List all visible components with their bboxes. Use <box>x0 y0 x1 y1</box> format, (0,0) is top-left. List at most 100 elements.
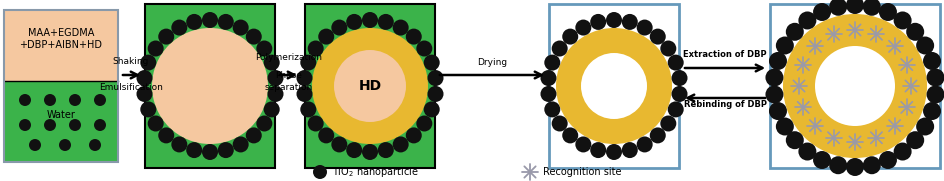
Circle shape <box>346 142 362 158</box>
Circle shape <box>331 136 347 152</box>
Circle shape <box>551 41 567 56</box>
FancyBboxPatch shape <box>305 4 434 168</box>
Circle shape <box>915 37 934 54</box>
Circle shape <box>765 85 783 104</box>
Circle shape <box>905 23 923 41</box>
Circle shape <box>785 131 803 149</box>
Circle shape <box>59 139 71 151</box>
Circle shape <box>318 127 334 143</box>
Circle shape <box>423 55 439 71</box>
Circle shape <box>814 46 894 126</box>
Circle shape <box>416 115 431 131</box>
Circle shape <box>300 101 316 117</box>
Circle shape <box>649 127 666 143</box>
Circle shape <box>296 86 312 102</box>
Circle shape <box>245 127 261 143</box>
Circle shape <box>89 139 101 151</box>
Circle shape <box>202 12 218 28</box>
Circle shape <box>267 86 283 102</box>
Circle shape <box>915 117 934 136</box>
Circle shape <box>581 53 647 119</box>
Circle shape <box>333 50 406 122</box>
Circle shape <box>378 14 394 30</box>
Text: Extraction of DBP: Extraction of DBP <box>683 50 766 60</box>
Circle shape <box>263 101 279 117</box>
FancyBboxPatch shape <box>4 10 118 162</box>
Circle shape <box>544 101 560 117</box>
Circle shape <box>636 136 652 152</box>
Circle shape <box>590 14 605 30</box>
Circle shape <box>845 0 863 14</box>
Circle shape <box>300 55 316 71</box>
Circle shape <box>605 144 621 160</box>
Circle shape <box>267 70 283 86</box>
Circle shape <box>812 3 830 21</box>
Circle shape <box>551 115 567 131</box>
Circle shape <box>667 101 683 117</box>
Text: Polymerization: Polymerization <box>255 54 322 62</box>
Circle shape <box>649 29 666 45</box>
Circle shape <box>575 136 591 152</box>
Circle shape <box>29 139 41 151</box>
Circle shape <box>765 69 783 87</box>
Circle shape <box>362 144 378 160</box>
Circle shape <box>393 136 408 152</box>
Circle shape <box>785 23 803 41</box>
Circle shape <box>621 142 637 158</box>
Circle shape <box>605 12 621 28</box>
Circle shape <box>256 115 272 131</box>
Circle shape <box>828 0 846 16</box>
Circle shape <box>540 86 556 102</box>
Text: TiO$_2$ nanoparticle: TiO$_2$ nanoparticle <box>331 165 418 179</box>
Circle shape <box>660 115 676 131</box>
Circle shape <box>232 20 248 35</box>
Text: Emulsification: Emulsification <box>99 83 162 92</box>
Circle shape <box>232 136 248 152</box>
Circle shape <box>308 115 324 131</box>
Circle shape <box>660 41 676 56</box>
Circle shape <box>562 29 578 45</box>
Circle shape <box>140 55 156 71</box>
Circle shape <box>925 69 944 87</box>
Circle shape <box>186 142 202 158</box>
Circle shape <box>217 14 233 30</box>
Circle shape <box>405 127 421 143</box>
Circle shape <box>19 119 31 131</box>
Circle shape <box>136 70 152 86</box>
Circle shape <box>378 142 394 158</box>
Circle shape <box>186 14 202 30</box>
FancyBboxPatch shape <box>769 4 939 168</box>
Circle shape <box>393 20 408 35</box>
Circle shape <box>862 0 880 16</box>
Circle shape <box>318 29 334 45</box>
Circle shape <box>768 52 786 70</box>
Circle shape <box>69 94 81 106</box>
Circle shape <box>798 11 816 30</box>
Circle shape <box>555 28 671 144</box>
Circle shape <box>922 102 940 120</box>
Circle shape <box>171 136 187 152</box>
Circle shape <box>331 20 347 35</box>
Circle shape <box>671 86 687 102</box>
Circle shape <box>147 115 163 131</box>
Text: HD: HD <box>358 79 381 93</box>
Circle shape <box>575 20 591 35</box>
Circle shape <box>540 70 556 86</box>
Circle shape <box>562 127 578 143</box>
Circle shape <box>69 119 81 131</box>
Circle shape <box>171 20 187 35</box>
Circle shape <box>44 119 56 131</box>
Circle shape <box>308 41 324 56</box>
Circle shape <box>544 55 560 71</box>
Circle shape <box>905 131 923 149</box>
FancyBboxPatch shape <box>4 10 118 81</box>
Circle shape <box>667 55 683 71</box>
Circle shape <box>245 29 261 45</box>
Circle shape <box>775 117 793 136</box>
Circle shape <box>427 86 443 102</box>
Circle shape <box>423 101 439 117</box>
Circle shape <box>158 127 174 143</box>
Circle shape <box>768 102 786 120</box>
Text: Recognition site: Recognition site <box>543 167 621 177</box>
Circle shape <box>312 28 428 144</box>
